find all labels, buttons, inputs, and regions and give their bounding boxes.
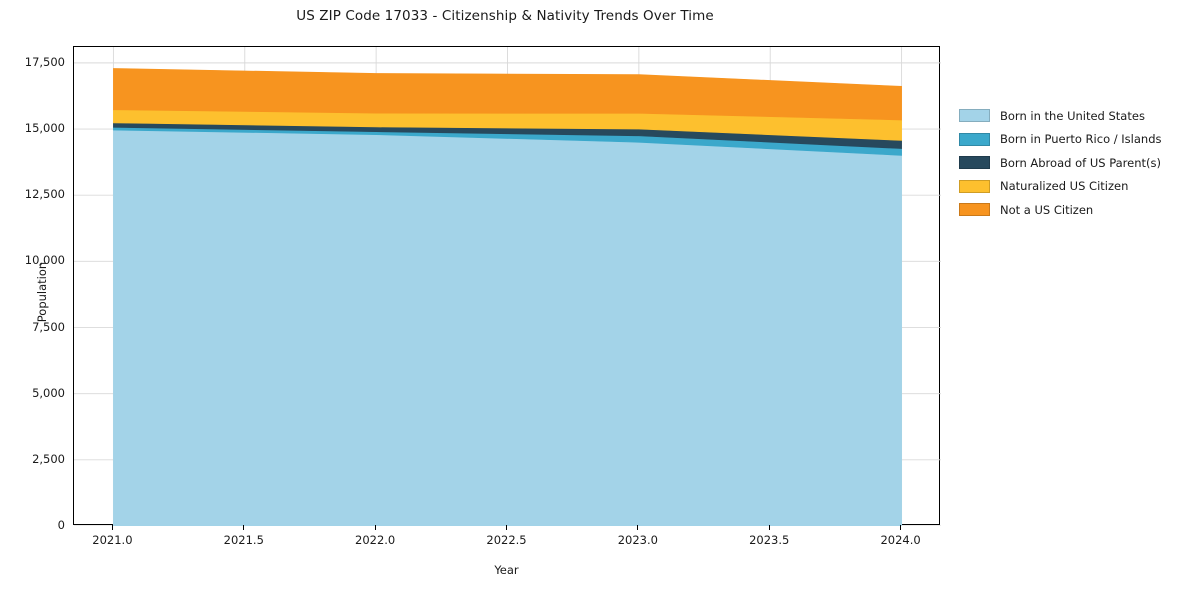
legend-label: Born in the United States <box>1000 108 1145 123</box>
x-tick-label: 2021.0 <box>92 533 133 547</box>
y-tick-label: 10,000 <box>24 253 65 268</box>
x-tick-label: 2023.0 <box>617 533 658 547</box>
chart-legend: Born in the United States Born in Puerto … <box>959 104 1187 222</box>
area-series-group <box>113 68 902 526</box>
legend-item[interactable]: Not a US Citizen <box>959 198 1187 222</box>
legend-item[interactable]: Born in the United States <box>959 104 1187 128</box>
legend-swatch-icon <box>959 109 990 123</box>
x-tick-mark <box>243 525 245 530</box>
area-series-0 <box>113 129 902 526</box>
y-tick-label: 2,500 <box>32 451 65 466</box>
legend-swatch-icon <box>959 156 990 170</box>
x-tick-label: 2024.0 <box>880 533 921 547</box>
legend-item[interactable]: Born Abroad of US Parent(s) <box>959 151 1187 175</box>
x-tick-mark <box>899 525 902 530</box>
x-tick-label: 2021.5 <box>223 533 264 547</box>
y-tick-label: 17,500 <box>24 54 65 69</box>
area-series-4 <box>113 68 902 121</box>
legend-swatch-icon <box>959 203 990 217</box>
legend-label: Naturalized US Citizen <box>1000 179 1129 194</box>
legend-item[interactable]: Born in Puerto Rico / Islands <box>959 128 1187 152</box>
y-tick-label: 7,500 <box>32 319 65 334</box>
legend-label: Not a US Citizen <box>1000 202 1094 217</box>
y-axis-label: Population <box>35 261 49 323</box>
y-tick-label: 0 <box>57 518 65 532</box>
plot-area <box>73 46 941 526</box>
legend-label: Born Abroad of US Parent(s) <box>1000 155 1161 170</box>
x-tick-mark <box>111 525 113 530</box>
x-tick-label: 2023.5 <box>749 533 790 547</box>
y-tick-label: 5,000 <box>32 385 65 400</box>
legend-label: Born in Puerto Rico / Islands <box>1000 132 1162 147</box>
y-tick-label: 15,000 <box>24 121 65 136</box>
legend-swatch-icon <box>959 132 990 146</box>
x-tick-label: 2022.5 <box>486 533 527 547</box>
x-axis-label: Year <box>494 563 519 577</box>
x-tick-mark <box>505 525 508 530</box>
stacked-area-svg <box>74 47 941 526</box>
x-tick-mark <box>374 525 376 530</box>
legend-swatch-icon <box>959 179 990 193</box>
y-tick-label: 12,500 <box>24 187 65 202</box>
x-tick-mark <box>768 525 770 530</box>
x-tick-label: 2022.0 <box>355 533 396 547</box>
chart-title: US ZIP Code 17033 - Citizenship & Nativi… <box>296 8 714 24</box>
x-tick-mark <box>637 525 639 530</box>
legend-item[interactable]: Naturalized US Citizen <box>959 175 1187 199</box>
